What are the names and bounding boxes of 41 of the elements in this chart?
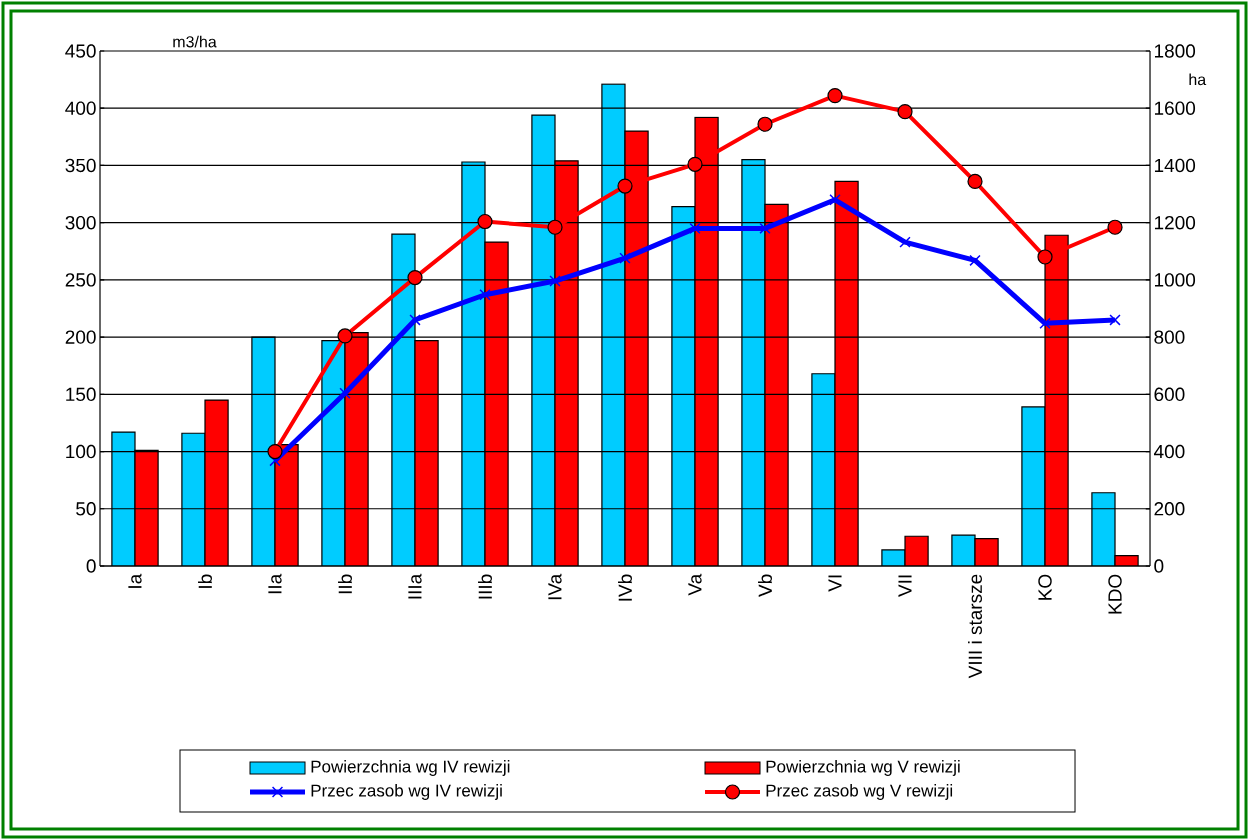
y-tick-label: 250	[65, 273, 96, 287]
y-tick-label: 450	[65, 44, 96, 58]
x-tick-label: IIIa	[408, 573, 422, 599]
x-tick-label: KO	[1038, 574, 1052, 600]
y2-axis-title: ha	[1189, 73, 1207, 86]
y-tick-label: 350	[65, 158, 96, 173]
y-tick-label: 150	[66, 387, 96, 402]
y2-tick-label: 1600	[1154, 101, 1196, 115]
x-tick-label: Vb	[758, 574, 772, 597]
y2-tick-label: 200	[1154, 502, 1185, 516]
y2-tick-label: 1000	[1154, 273, 1196, 287]
x-tick-label: VII	[898, 575, 912, 597]
legend-label: Przec zasob wg IV rewizji	[311, 784, 502, 800]
x-tick-label: Va	[688, 573, 702, 596]
y-tick-label: 0	[86, 559, 96, 573]
y-axis-title: m3/ha	[173, 35, 217, 48]
y2-tick-label: 0	[1154, 559, 1164, 573]
x-tick-label: IIIb	[478, 574, 492, 599]
y2-tick-label: 1800	[1154, 44, 1196, 58]
y2-tick-label: 400	[1153, 444, 1185, 459]
legend-label: Powierzchnia wg V rewizji	[766, 760, 960, 776]
y2-tick-label: 600	[1154, 387, 1185, 402]
legend-label: Powierzchnia wg IV rewizji	[311, 760, 510, 776]
legend-label: Przec zasob wg V rewizji	[766, 784, 953, 800]
x-tick-label: Ia	[128, 573, 142, 588]
y2-tick-label: 800	[1154, 330, 1185, 344]
x-tick-label: Ib	[198, 574, 212, 588]
y-tick-label: 200	[65, 330, 96, 344]
x-tick-label: VIII i starsze	[968, 574, 982, 679]
x-tick-label: IIa	[268, 573, 282, 594]
x-tick-label: KDO	[1108, 574, 1122, 614]
y-tick-label: 300	[65, 215, 96, 230]
y-tick-label: 400	[65, 101, 96, 115]
x-tick-label: IVa	[548, 573, 562, 600]
y-tick-label: 100	[66, 444, 96, 459]
y2-tick-label: 1400	[1154, 158, 1196, 173]
x-tick-label: VI	[828, 575, 842, 592]
x-tick-label: IVb	[618, 574, 632, 601]
x-tick-label: IIb	[338, 574, 352, 594]
y-tick-label: 50	[76, 502, 96, 516]
y2-tick-label: 1200	[1154, 215, 1196, 230]
